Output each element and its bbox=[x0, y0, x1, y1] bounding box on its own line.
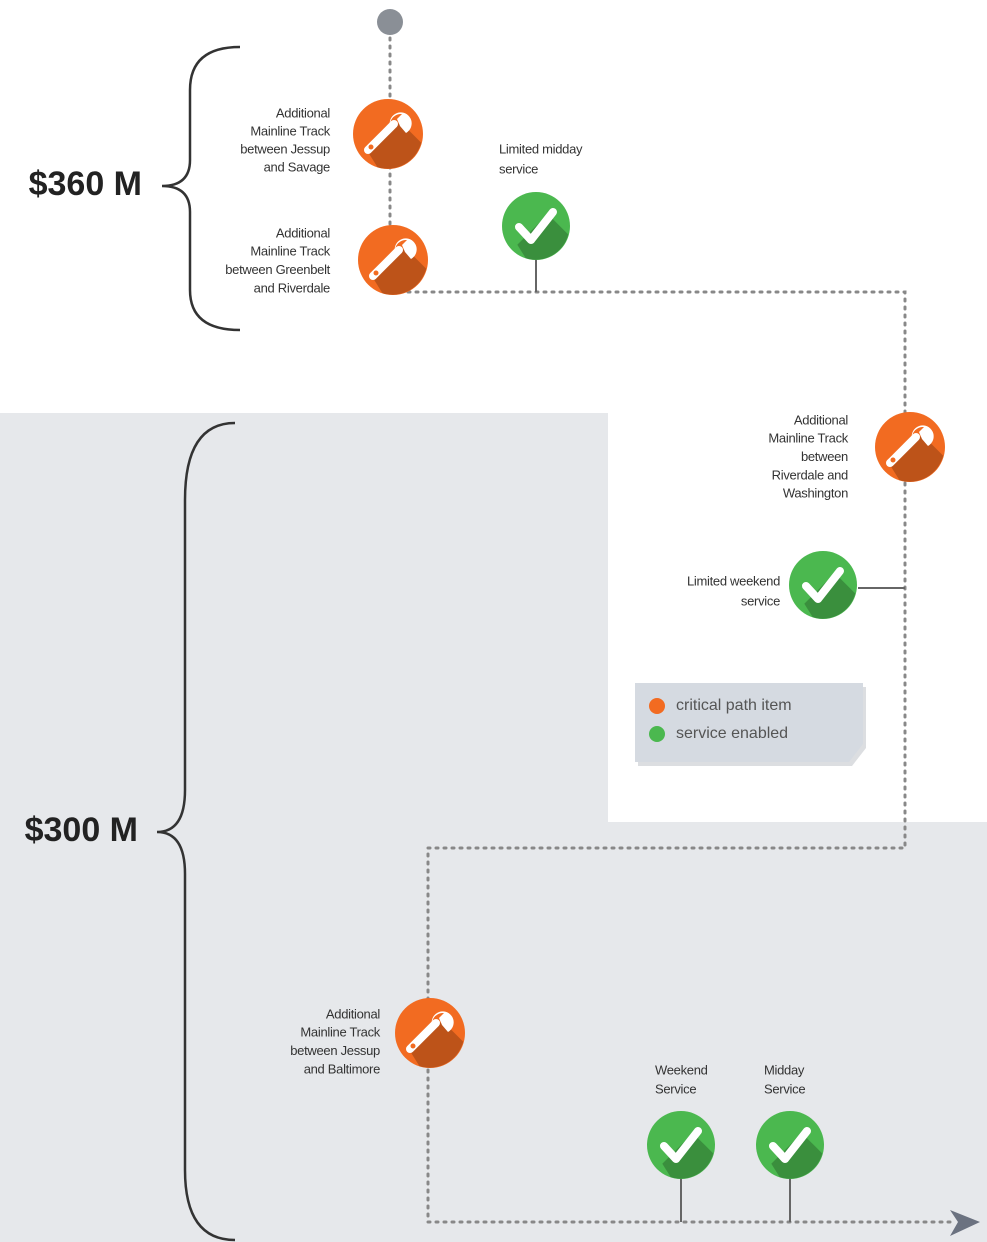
milestone-node bbox=[353, 99, 423, 169]
start-dot bbox=[377, 9, 403, 35]
bracket bbox=[161, 45, 241, 332]
node-label: Mainline Track bbox=[300, 1025, 380, 1040]
node-label: Service bbox=[655, 1081, 696, 1096]
node-label: Weekend bbox=[655, 1062, 708, 1077]
node-label: Midday bbox=[764, 1062, 805, 1077]
wrench-head bbox=[394, 238, 417, 259]
check-icon bbox=[515, 208, 557, 244]
node-label: between Jessup bbox=[240, 141, 330, 156]
node-shadow bbox=[662, 1133, 714, 1179]
node-shadow bbox=[517, 214, 569, 260]
amount-label: $360 M bbox=[29, 165, 142, 203]
legend-dot bbox=[649, 726, 665, 742]
node-label: service bbox=[741, 593, 780, 608]
background-region bbox=[0, 413, 987, 1242]
check-icon bbox=[660, 1127, 702, 1163]
node-label: between bbox=[801, 449, 848, 464]
milestone-node bbox=[647, 1111, 715, 1179]
node-label: between Greenbelt bbox=[225, 262, 330, 277]
node-shadow bbox=[804, 573, 856, 619]
wrench-hole bbox=[410, 1043, 416, 1049]
node-label: Additional bbox=[794, 412, 849, 427]
wrench-hole bbox=[373, 270, 379, 276]
node-shadow bbox=[368, 121, 422, 169]
legend-label: critical path item bbox=[676, 697, 792, 714]
node-label: Service bbox=[764, 1081, 805, 1096]
node-label: Limited midday bbox=[499, 141, 583, 156]
node-label: Additional bbox=[276, 225, 331, 240]
node-label: and Savage bbox=[264, 159, 330, 174]
node-label: Additional bbox=[276, 105, 331, 120]
arrow-head bbox=[950, 1210, 980, 1236]
amount-label: $300 M bbox=[25, 811, 138, 849]
legend-dot bbox=[649, 698, 665, 714]
bracket bbox=[156, 421, 236, 1242]
node-label: Mainline Track bbox=[250, 123, 330, 138]
milestone-node bbox=[875, 412, 945, 482]
milestone-node bbox=[789, 551, 857, 619]
milestone-node bbox=[502, 192, 570, 260]
node-shadow bbox=[410, 1020, 464, 1068]
node-shadow bbox=[373, 247, 427, 295]
check-icon bbox=[802, 567, 844, 603]
node-label: between Jessup bbox=[290, 1043, 380, 1058]
node-label: and Baltimore bbox=[304, 1061, 380, 1076]
legend-label: service enabled bbox=[676, 725, 788, 742]
timeline-path bbox=[388, 20, 957, 1224]
node-shadow bbox=[771, 1133, 823, 1179]
milestone-node bbox=[756, 1111, 824, 1179]
wrench-head bbox=[911, 425, 934, 446]
node-label: service bbox=[499, 161, 538, 176]
check-icon bbox=[769, 1127, 811, 1163]
node-shadow bbox=[890, 434, 944, 482]
wrench-hole bbox=[890, 457, 896, 463]
wrench-head bbox=[431, 1011, 454, 1032]
node-label: Riverdale and bbox=[772, 467, 848, 482]
wrench-hole bbox=[368, 144, 374, 150]
node-label: Mainline Track bbox=[250, 244, 330, 259]
node-label: Limited weekend bbox=[687, 573, 780, 588]
node-label: and Riverdale bbox=[254, 280, 330, 295]
milestone-node bbox=[395, 998, 465, 1068]
node-label: Additional bbox=[326, 1006, 381, 1021]
wrench-head bbox=[389, 112, 412, 133]
node-label: Washington bbox=[783, 486, 848, 501]
milestone-node bbox=[358, 225, 428, 295]
legend-box bbox=[635, 683, 866, 766]
node-label: Mainline Track bbox=[768, 431, 848, 446]
